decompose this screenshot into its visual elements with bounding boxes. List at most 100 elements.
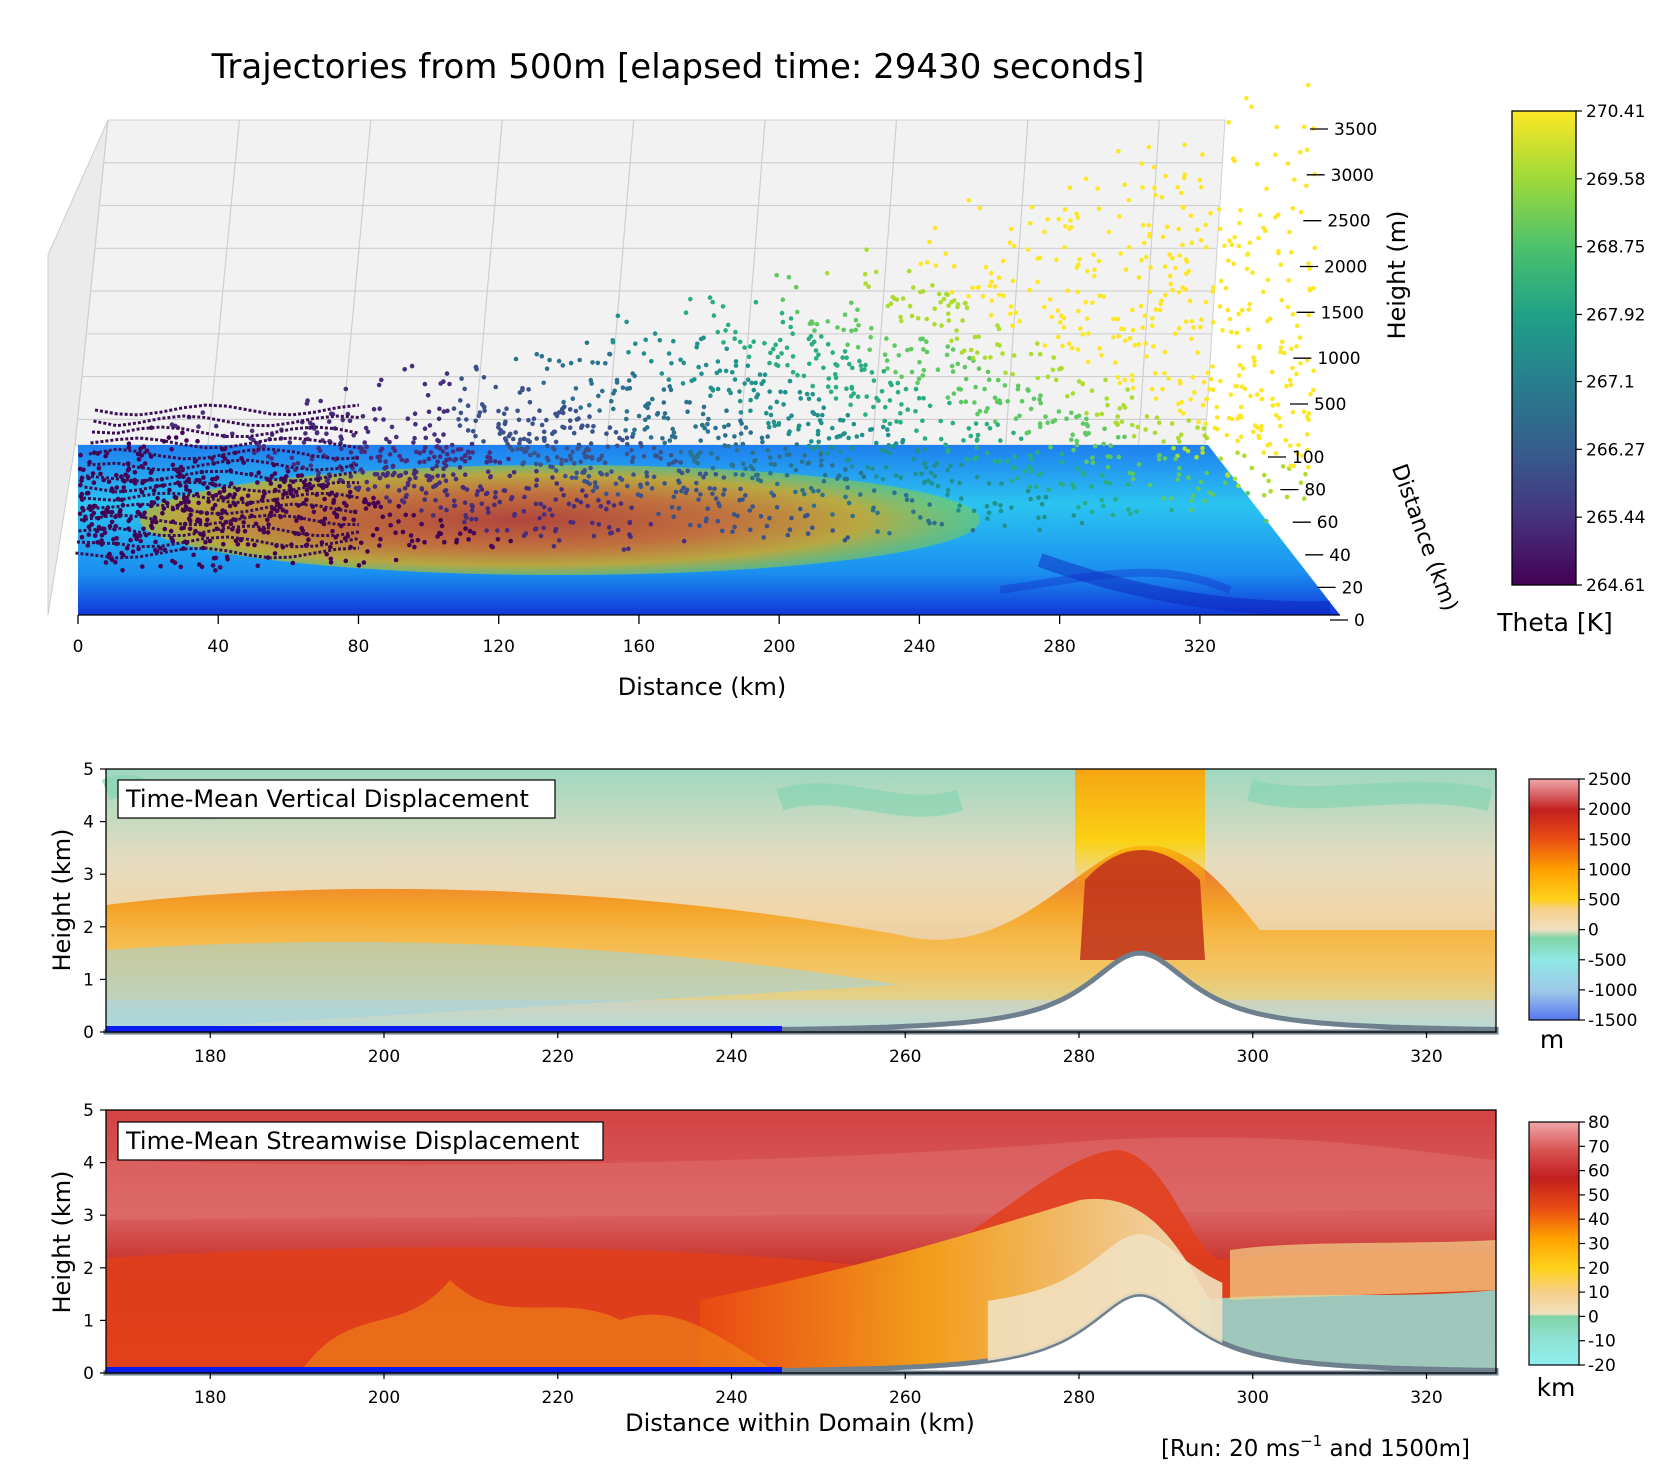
trajectory-point: [370, 533, 376, 538]
trajectory-point: [134, 536, 139, 542]
trajectory-point: [895, 389, 901, 395]
trajectory-point: [1086, 331, 1091, 336]
trajectory-point: [415, 537, 421, 543]
trajectory-point: [1210, 387, 1216, 393]
trajectory-point: [1090, 460, 1096, 466]
trajectory-point: [973, 384, 978, 390]
trajectory-point: [405, 416, 411, 422]
trajectory-point: [735, 513, 740, 519]
trajectory-point: [983, 264, 989, 270]
trajectory-point: [917, 359, 922, 365]
trajectory-point: [1304, 432, 1310, 437]
trajectory-point: [970, 355, 976, 361]
trajectory-point: [205, 517, 210, 523]
trajectory-point: [639, 444, 644, 449]
trajectory-point: [977, 408, 983, 414]
trajectory-point: [1074, 466, 1080, 471]
trajectory-point: [1008, 226, 1014, 232]
trajectory-point: [289, 455, 295, 461]
trajectory-point: [815, 428, 821, 434]
trajectory-point: [774, 399, 780, 405]
trajectory-point: [393, 557, 399, 563]
trajectory-point: [437, 454, 443, 460]
trajectory-point: [484, 459, 490, 465]
trajectory-point: [767, 389, 772, 394]
trajectory-point: [1042, 514, 1047, 520]
trajectory-point: [1311, 286, 1316, 291]
trajectory-point: [523, 531, 529, 536]
trajectory-point: [960, 318, 965, 323]
trajectory-point: [1090, 455, 1095, 461]
trajectory-point: [252, 450, 257, 456]
trajectory-point: [328, 544, 333, 550]
x-tick-label: 180: [194, 1047, 226, 1067]
trajectory-point: [541, 429, 547, 435]
trajectory-point: [328, 560, 334, 565]
trajectory-point: [567, 418, 573, 423]
trajectory-point: [767, 360, 772, 366]
trajectory-point: [711, 313, 717, 318]
trajectory-point: [1198, 325, 1203, 330]
trajectory-point: [1115, 435, 1121, 440]
trajectory-point: [945, 467, 950, 473]
trajectory-point: [596, 393, 601, 399]
trajectory-point: [784, 473, 790, 478]
trajectory-point: [212, 502, 218, 508]
trajectory-point: [722, 424, 727, 430]
trajectory-point: [1118, 251, 1123, 256]
trajectory-point: [252, 542, 257, 548]
trajectory-point: [733, 359, 739, 364]
trajectory-point: [750, 450, 756, 456]
colorbar-tick-label: 500: [1588, 891, 1620, 911]
trajectory-point: [1163, 292, 1168, 298]
trajectory-point: [534, 436, 539, 441]
trajectory-point: [496, 408, 501, 414]
trajectory-point: [760, 439, 765, 445]
trajectory-point: [830, 528, 835, 533]
trajectory-point: [388, 523, 394, 528]
trajectory-point: [1252, 362, 1257, 368]
trajectory-point: [1305, 447, 1310, 453]
trajectory-point: [283, 509, 289, 515]
trajectory-point: [164, 500, 170, 506]
trajectory-point: [1306, 261, 1311, 266]
trajectory-point: [825, 319, 830, 324]
trajectory-point: [869, 325, 874, 331]
trajectory-point: [768, 461, 774, 467]
trajectory-point: [962, 348, 967, 354]
trajectory-point: [1259, 388, 1264, 393]
trajectory-point: [586, 447, 592, 453]
trajectory-point: [774, 272, 779, 278]
trajectory-point: [975, 350, 980, 355]
trajectory-point: [1136, 342, 1141, 347]
trajectory-point: [605, 444, 611, 450]
run-annotation: [Run: 20 ms−1 and 1500m]: [1161, 1432, 1470, 1462]
trajectory-point: [779, 310, 785, 316]
trajectory-point: [1290, 312, 1296, 317]
trajectory-point: [911, 285, 916, 290]
trajectory-point: [142, 510, 147, 516]
trajectory-point: [983, 409, 989, 414]
trajectory-point: [665, 416, 671, 421]
trajectory-point: [397, 488, 402, 493]
trajectory-point: [1082, 430, 1088, 436]
trajectory-point: [220, 508, 225, 513]
trajectory-point: [898, 411, 903, 416]
trajectory-point: [1084, 410, 1089, 416]
colorbar-tick-label: 1500: [1588, 830, 1631, 850]
trajectory-point: [633, 341, 638, 347]
trajectory-point: [376, 382, 382, 388]
trajectory-point: [520, 386, 525, 391]
trajectory-point: [698, 438, 703, 443]
trajectory-point: [1034, 484, 1039, 490]
trajectory-point: [927, 502, 932, 507]
trajectory-point: [383, 459, 388, 465]
trajectory-point: [631, 472, 636, 477]
trajectory-point: [1170, 287, 1175, 293]
trajectory-point: [1144, 354, 1149, 359]
trajectory-point: [1147, 289, 1153, 295]
trajectory-line: [75, 546, 360, 560]
trajectory-point: [473, 418, 479, 424]
trajectory-point: [114, 536, 119, 541]
trajectory-point: [821, 405, 826, 411]
